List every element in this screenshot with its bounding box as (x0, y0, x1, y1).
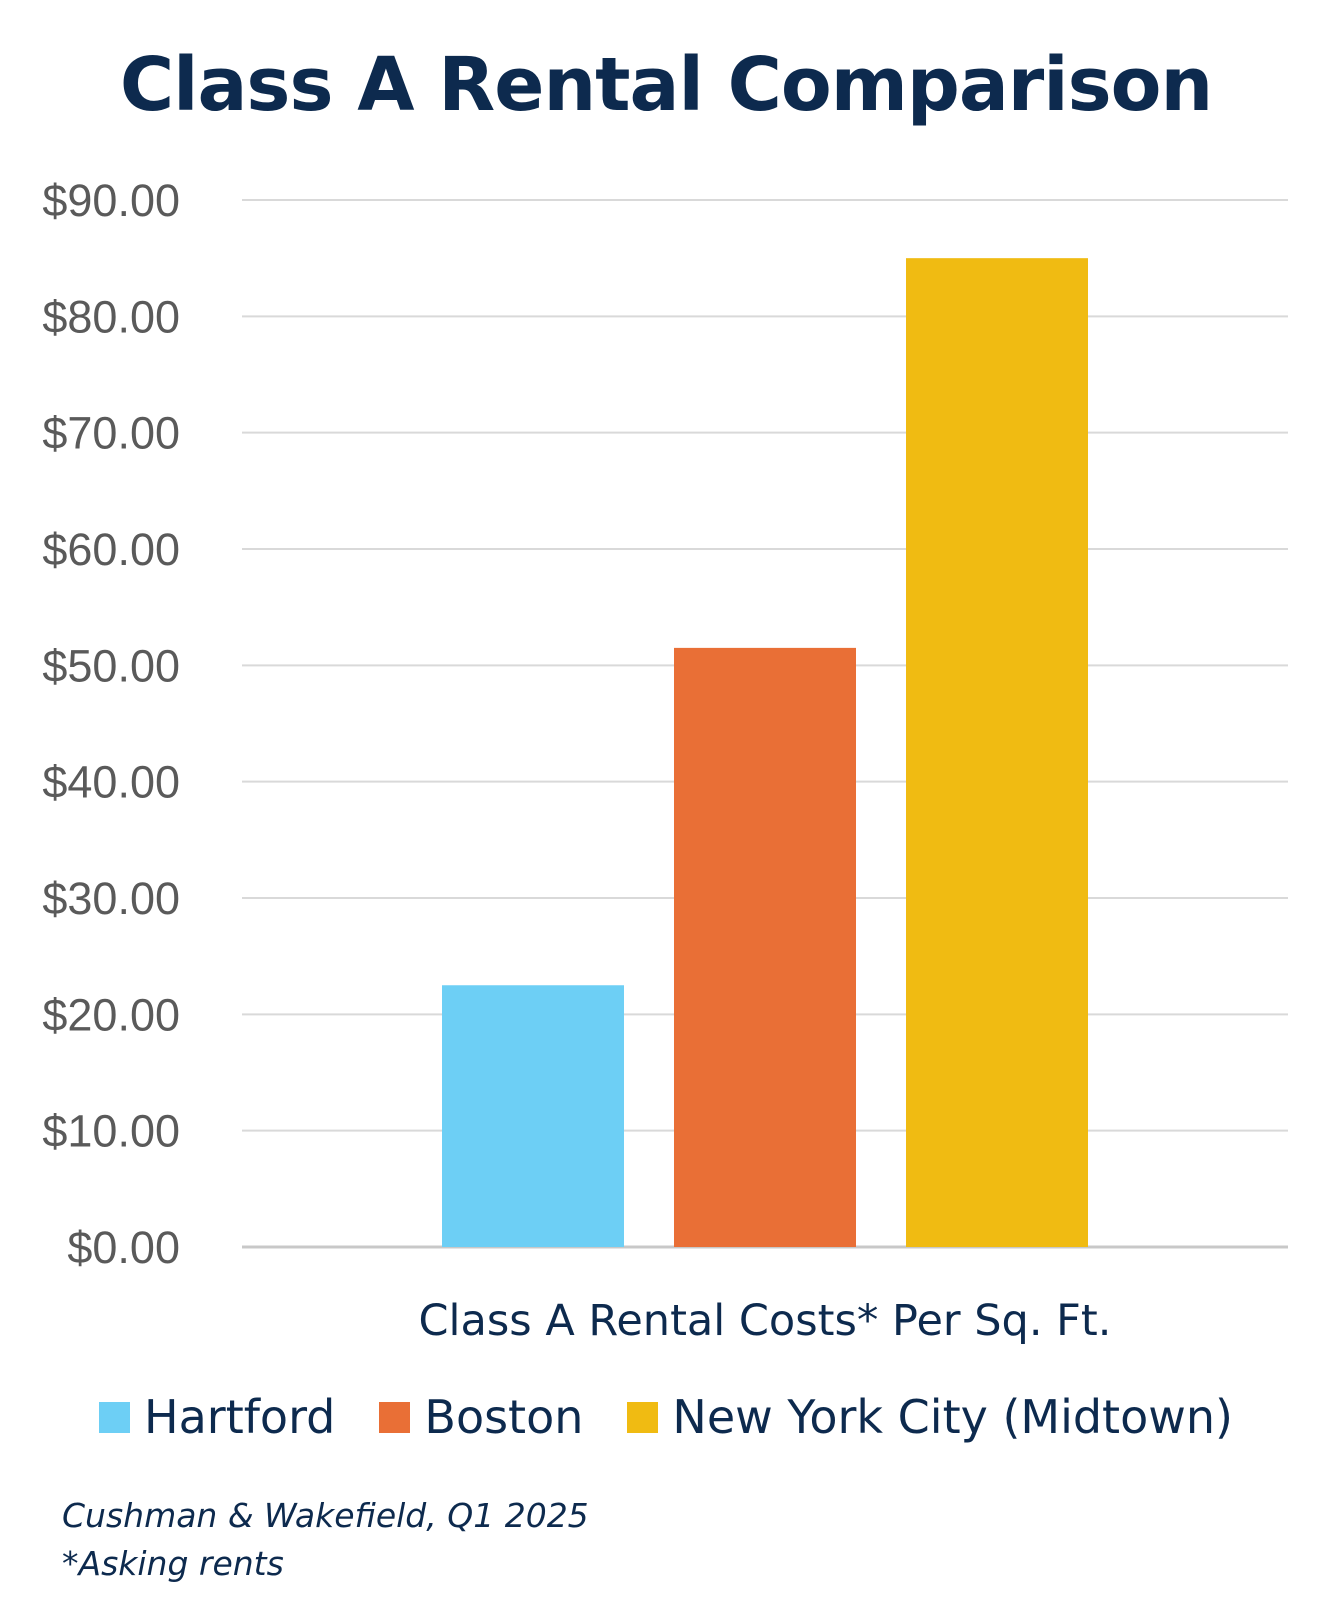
x-axis-category-labels: Class A Rental Costs* Per Sq. Ft. (419, 1296, 1112, 1346)
y-tick-label: $0.00 (67, 1222, 180, 1273)
y-tick-label: $20.00 (42, 989, 180, 1040)
bars (442, 258, 1088, 1248)
legend-item-hartford: Hartford (99, 1390, 335, 1444)
y-tick-label: $40.00 (42, 757, 180, 808)
legend: Hartford Boston New York City (Midtown) (0, 1390, 1332, 1444)
bar-chart: $0.00 $10.00 $20.00 $30.00 $40.00 $50.00 $60.0… (42, 175, 1288, 1346)
y-axis-ticks: $0.00 $10.00 $20.00 $30.00 $40.00 $50.00 $60.0… (42, 175, 180, 1273)
y-tick-label: $70.00 (42, 408, 180, 459)
y-tick-label: $60.00 (42, 524, 180, 575)
legend-swatch-boston (379, 1401, 411, 1433)
source-note: Cushman & Wakefield, Q1 2025 (62, 1496, 589, 1535)
x-category-label: Class A Rental Costs* Per Sq. Ft. (419, 1296, 1112, 1346)
legend-swatch-hartford (99, 1401, 131, 1433)
y-tick-label: $80.00 (42, 291, 180, 342)
legend-item-nyc-midtown: New York City (Midtown) (627, 1390, 1233, 1444)
y-tick-label: $50.00 (42, 640, 180, 691)
legend-swatch-nyc-midtown (627, 1401, 659, 1433)
legend-label-hartford: Hartford (144, 1390, 336, 1444)
asking-rents-note: *Asking rents (62, 1544, 284, 1583)
legend-label-nyc-midtown: New York City (Midtown) (672, 1390, 1233, 1444)
y-tick-label: $30.00 (42, 873, 180, 924)
bar-boston (674, 647, 856, 1247)
footnotes: Cushman & Wakefield, Q1 2025 *Asking ren… (62, 1492, 589, 1588)
legend-label-boston: Boston (424, 1390, 584, 1444)
y-tick-label: $90.00 (42, 175, 180, 226)
legend-item-boston: Boston (379, 1390, 583, 1444)
bar-new-york-city-midtown (906, 258, 1088, 1248)
y-tick-label: $10.00 (42, 1106, 180, 1157)
bar-hartford (442, 985, 624, 1247)
chart-title: Class A Rental Comparison (119, 42, 1213, 128)
